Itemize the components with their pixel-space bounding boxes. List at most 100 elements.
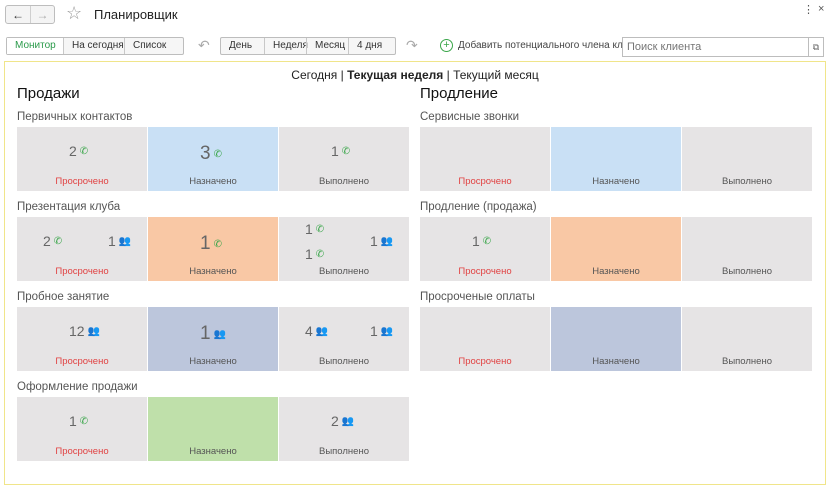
open-search-icon[interactable]: ⧉ — [809, 37, 824, 57]
stat-tile-overdue[interactable]: Просрочено 2 ✆ — [17, 127, 147, 191]
group-title: Первичных контактов — [17, 111, 133, 123]
tile-status-label: Просрочено — [55, 266, 109, 277]
stat-tile-done[interactable]: Выполнено — [682, 127, 812, 191]
favorite-star-icon[interactable]: ☆ — [66, 3, 83, 23]
people-cancelled-icon: 👥 — [380, 325, 394, 337]
phone-icon: ✆ — [213, 238, 222, 250]
tile-status-label: Выполнено — [319, 446, 369, 457]
stat-tile-done[interactable]: Выполнено 2 👥 — [279, 397, 409, 461]
back-button[interactable]: ← — [11, 7, 24, 22]
add-prospect-button[interactable]: + Добавить потенциального члена клуба — [440, 39, 639, 52]
view-list-button[interactable]: Список — [124, 38, 183, 54]
range-week-button[interactable]: Неделя — [264, 38, 308, 54]
client-search-input[interactable] — [622, 37, 809, 57]
range-4days-button[interactable]: 4 дня — [348, 38, 395, 54]
count-value: 3 — [200, 143, 211, 164]
view-monitor-button[interactable]: Монитор — [7, 38, 63, 54]
undo-icon[interactable]: ↶ — [198, 37, 210, 53]
count-item[interactable]: 12 👥 — [69, 323, 100, 339]
count-value: 1 — [108, 233, 116, 249]
count-item[interactable]: 1 👥 — [370, 233, 393, 249]
tile-status-label: Назначено — [189, 446, 237, 457]
stat-tile-assigned[interactable]: Назначено 3 ✆ — [148, 127, 278, 191]
stat-tile-overdue[interactable]: Просрочено — [420, 307, 550, 371]
view-today-button[interactable]: На сегодня — [63, 38, 124, 54]
count-value: 1 — [305, 221, 313, 237]
stat-tile-done[interactable]: Выполнено 4 👥 1 👥 — [279, 307, 409, 371]
count-value: 1 — [472, 233, 480, 249]
tile-status-label: Выполнено — [319, 176, 369, 187]
phone-cancelled-icon: ✆ — [315, 248, 325, 260]
view-switcher: Монитор На сегодня Список — [6, 37, 184, 55]
group-title: Пробное занятие — [17, 291, 110, 303]
stat-tile-assigned[interactable]: Назначено — [551, 217, 681, 281]
period-today-link[interactable]: Сегодня — [291, 68, 338, 82]
stat-tile-overdue[interactable]: Просрочено — [420, 127, 550, 191]
stat-tile-assigned[interactable]: Назначено — [551, 127, 681, 191]
count-item[interactable]: 1 ✆ — [331, 143, 350, 159]
stat-tile-overdue[interactable]: Просрочено 12 👥 — [17, 307, 147, 371]
count-item[interactable]: 1 👥 — [108, 233, 131, 249]
tile-status-label: Назначено — [189, 266, 237, 277]
tile-status-label: Просрочено — [458, 266, 512, 277]
phone-icon: ✆ — [79, 145, 89, 157]
count-item[interactable]: 1 👥 — [200, 323, 226, 345]
redo-icon[interactable]: ↷ — [406, 37, 418, 53]
count-item[interactable]: 1 ✆ — [305, 221, 324, 237]
nav-buttons: ← → — [5, 5, 55, 24]
count-item[interactable]: 1 ✆ — [472, 233, 491, 249]
tile-status-label: Выполнено — [722, 176, 772, 187]
phone-icon: ✆ — [341, 145, 351, 157]
count-value: 2 — [43, 233, 51, 249]
people-icon: 👥 — [87, 325, 101, 337]
stat-tile-assigned[interactable]: Назначено 1 ✆ — [148, 217, 278, 281]
forward-button[interactable]: → — [29, 6, 54, 23]
count-item[interactable]: 1 👥 — [370, 323, 393, 339]
range-day-button[interactable]: День — [229, 40, 253, 51]
tile-status-label: Выполнено — [319, 356, 369, 367]
count-value: 1 — [305, 246, 313, 262]
tile-status-label: Выполнено — [722, 356, 772, 367]
stat-tile-done[interactable]: Выполнено 1 ✆ 1 ✆ 1 👥 — [279, 217, 409, 281]
stat-tile-overdue[interactable]: Просрочено 2 ✆ 1 👥 — [17, 217, 147, 281]
stat-tile-assigned[interactable]: Назначено — [551, 307, 681, 371]
menu-icon[interactable]: ⋮ — [803, 4, 814, 16]
stat-tile-done[interactable]: Выполнено — [682, 307, 812, 371]
range-month-button[interactable]: Месяц — [306, 38, 348, 54]
tile-status-label: Просрочено — [55, 446, 109, 457]
count-item[interactable]: 2 👥 — [331, 413, 354, 429]
stat-tile-overdue[interactable]: Просрочено 1 ✆ — [17, 397, 147, 461]
tile-status-label: Назначено — [592, 266, 640, 277]
tile-status-label: Просрочено — [55, 356, 109, 367]
tile-status-label: Выполнено — [319, 266, 369, 277]
count-item[interactable]: 2 ✆ — [43, 233, 62, 249]
toolbar: Монитор На сегодня Список ↶ День Неделя … — [0, 34, 830, 58]
group-title: Оформление продажи — [17, 381, 138, 393]
count-item[interactable]: 1 ✆ — [69, 413, 88, 429]
group-title: Презентация клуба — [17, 201, 121, 213]
stat-tile-done[interactable]: Выполнено — [682, 217, 812, 281]
count-item[interactable]: 3 ✆ — [200, 143, 222, 165]
phone-icon: ✆ — [53, 235, 63, 247]
count-value: 12 — [69, 323, 85, 339]
count-item[interactable]: 4 👥 — [305, 323, 328, 339]
stat-tile-done[interactable]: Выполнено 1 ✆ — [279, 127, 409, 191]
sales-title: Продажи — [17, 85, 80, 102]
plus-icon: + — [440, 39, 453, 52]
people-icon: 👥 — [118, 235, 132, 247]
period-month-link[interactable]: Текущий месяц — [453, 68, 539, 82]
tile-status-label: Просрочено — [458, 176, 512, 187]
tile-status-label: Назначено — [189, 176, 237, 187]
count-value: 1 — [370, 233, 378, 249]
stat-tile-assigned[interactable]: Назначено 1 👥 — [148, 307, 278, 371]
add-prospect-label: Добавить потенциального члена клуба — [458, 40, 640, 51]
stat-tile-assigned[interactable]: Назначено — [148, 397, 278, 461]
stat-tile-overdue[interactable]: Просрочено 1 ✆ — [420, 217, 550, 281]
count-item[interactable]: 2 ✆ — [69, 143, 88, 159]
period-separator: | — [337, 68, 348, 82]
phone-icon: ✆ — [79, 415, 89, 427]
count-item[interactable]: 1 ✆ — [200, 233, 222, 255]
count-item[interactable]: 1 ✆ — [305, 246, 324, 262]
period-week-link[interactable]: Текущая неделя — [347, 68, 444, 82]
close-icon[interactable]: × — [818, 3, 825, 15]
